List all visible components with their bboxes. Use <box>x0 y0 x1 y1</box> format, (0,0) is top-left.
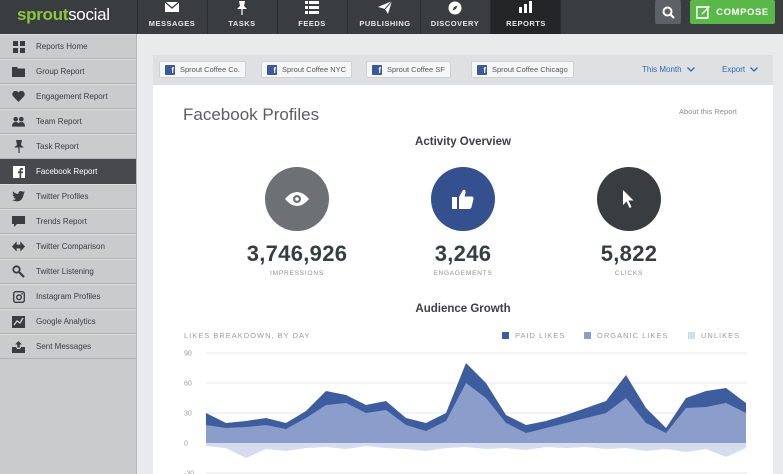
y-tick-label: 60 <box>184 381 192 388</box>
nav-reports[interactable]: REPORTS <box>491 0 561 34</box>
outbox-icon <box>12 340 25 353</box>
nav-feeds[interactable]: FEEDS <box>277 0 347 34</box>
y-tick-label: 0 <box>184 441 188 448</box>
grid-icon <box>12 40 25 53</box>
twitter-icon <box>12 191 25 202</box>
compose-button[interactable]: COMPOSE <box>690 0 775 24</box>
eye-icon <box>265 167 329 231</box>
sidebar-item-twitter-comparison[interactable]: Twitter Comparison <box>0 234 136 259</box>
sidebar-item-engagement-report[interactable]: Engagement Report <box>0 84 136 109</box>
profile-chip-sprout-coffee-chicago[interactable]: f Sprout Coffee Chicago <box>471 61 574 78</box>
bar-chart-icon <box>519 1 532 13</box>
sidebar-item-team-report[interactable]: Team Report <box>0 109 136 134</box>
search-button[interactable] <box>655 0 681 24</box>
impressions-stat: 3,746,926 IMPRESSIONS <box>227 167 367 277</box>
legend-unlikes: UNLIKES <box>688 331 740 340</box>
paper-plane-icon <box>378 1 392 14</box>
thumbs-up-icon <box>431 167 495 231</box>
legend-paid-likes: PAID LIKES <box>502 331 565 340</box>
compare-icon <box>12 241 25 252</box>
audience-growth-title: Audience Growth <box>415 303 511 315</box>
date-range-dropdown[interactable]: This Month <box>642 65 695 74</box>
legend-organic-likes: ORGANIC LIKES <box>584 331 668 340</box>
search-icon <box>662 6 675 19</box>
sidebar-item-task-report[interactable]: Task Report <box>0 134 136 159</box>
activity-overview-title: Activity Overview <box>415 136 511 148</box>
chart-subtitle: LIKES BREAKDOWN, BY DAY <box>184 331 311 340</box>
reports-sidebar: Reports Home Group Report Engagement Rep… <box>0 34 137 474</box>
sidebar-item-twitter-listening[interactable]: Twitter Listening <box>0 259 136 284</box>
listening-icon <box>12 265 25 278</box>
instagram-icon <box>12 290 25 303</box>
chevron-down-icon <box>686 67 695 72</box>
sproutsocial-logo[interactable]: sproutsocial <box>17 5 110 24</box>
sidebar-item-instagram-profiles[interactable]: Instagram Profiles <box>0 284 136 309</box>
page-title: Facebook Profiles <box>183 105 320 124</box>
clicks-stat: 5,822 CLICKS <box>559 167 699 277</box>
profile-chip-sprout-coffee-sf[interactable]: f Sprout Coffee SF <box>366 61 451 78</box>
sidebar-item-twitter-profiles[interactable]: Twitter Profiles <box>0 184 136 209</box>
engagements-stat: 3,246 ENGAGEMENTS <box>393 167 533 277</box>
profile-chip-sprout-coffee-co[interactable]: f Sprout Coffee Co. <box>159 61 246 78</box>
series-area-unlikes[interactable] <box>206 443 746 458</box>
sidebar-item-group-report[interactable]: Group Report <box>0 59 136 84</box>
y-tick-label: 30 <box>184 411 192 418</box>
pin-icon <box>13 140 24 153</box>
nav-discovery[interactable]: DISCOVERY <box>420 0 490 34</box>
feeds-icon <box>305 1 319 14</box>
y-tick-label: -30 <box>184 471 194 474</box>
chevron-down-icon <box>750 67 759 72</box>
facebook-icon: f <box>477 64 487 75</box>
sidebar-item-facebook-report[interactable]: Facebook Report <box>0 159 136 184</box>
y-tick-label: 90 <box>184 351 192 358</box>
pin-icon <box>237 1 247 15</box>
report-card: Facebook Profiles About this Report Acti… <box>153 85 773 474</box>
folder-icon <box>12 67 25 77</box>
analytics-icon <box>12 315 25 328</box>
sidebar-item-google-analytics[interactable]: Google Analytics <box>0 309 136 334</box>
team-icon <box>12 116 25 127</box>
compose-icon <box>696 6 711 19</box>
sidebar-item-trends-report[interactable]: Trends Report <box>0 209 136 234</box>
nav-messages[interactable]: MESSAGES <box>137 0 207 34</box>
nav-tasks[interactable]: TASKS <box>207 0 277 34</box>
chat-icon <box>12 216 25 227</box>
facebook-icon: f <box>165 64 175 75</box>
series-area-organic-likes[interactable] <box>206 383 746 443</box>
nav-publishing[interactable]: PUBLISHING <box>350 0 420 34</box>
cursor-icon <box>597 167 661 231</box>
envelope-icon <box>165 1 179 12</box>
sidebar-item-reports-home[interactable]: Reports Home <box>0 34 136 59</box>
facebook-icon: f <box>267 64 277 75</box>
profile-chip-sprout-coffee-nyc[interactable]: f Sprout Coffee NYC <box>261 61 353 78</box>
export-dropdown[interactable]: Export <box>722 65 759 74</box>
sidebar-item-sent-messages[interactable]: Sent Messages <box>0 334 136 359</box>
heart-icon <box>12 91 25 102</box>
facebook-icon: f <box>372 64 382 75</box>
about-report-link[interactable]: About this Report <box>679 107 737 116</box>
facebook-icon <box>12 165 25 178</box>
audience-growth-chart: 90 60 30 0 -30 <box>184 351 747 474</box>
top-navigation-bar: sproutsocial MESSAGES TASKS FEEDS PUBLIS… <box>0 0 783 34</box>
compass-icon <box>448 1 462 15</box>
